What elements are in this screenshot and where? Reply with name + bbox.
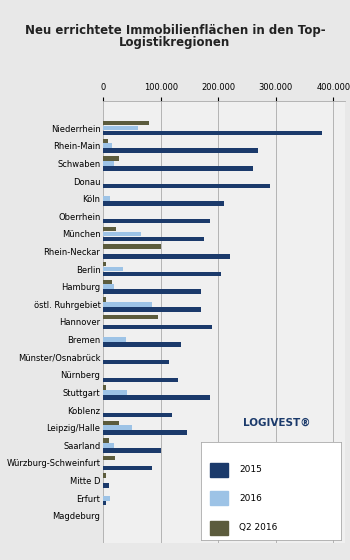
Bar [103, 143, 112, 148]
Bar [103, 219, 210, 223]
Bar [103, 279, 112, 284]
Bar [103, 302, 152, 307]
Bar [103, 315, 158, 319]
Bar [103, 254, 230, 259]
Bar [103, 166, 253, 171]
Bar [103, 262, 106, 267]
Bar [103, 431, 187, 435]
Bar [210, 463, 228, 477]
Bar [103, 483, 109, 488]
Bar [103, 360, 169, 365]
Bar [210, 521, 228, 534]
Bar [210, 492, 228, 505]
Text: LOGIVEST®: LOGIVEST® [243, 418, 310, 428]
Text: Logistikregionen: Logistikregionen [119, 36, 231, 49]
Text: 2016: 2016 [239, 494, 262, 503]
Bar [103, 413, 172, 417]
Bar [103, 456, 115, 460]
Bar [103, 272, 221, 276]
Bar [103, 395, 210, 400]
Bar [103, 377, 178, 382]
Bar [103, 421, 119, 425]
Bar [103, 197, 110, 201]
Bar [103, 501, 106, 506]
Bar [103, 161, 114, 166]
Bar [103, 156, 119, 161]
Bar [103, 184, 270, 188]
Bar [103, 342, 181, 347]
Bar [103, 232, 141, 236]
Bar [103, 201, 224, 206]
Bar [103, 131, 322, 136]
Bar [103, 236, 204, 241]
Bar [103, 337, 126, 342]
Text: 2015: 2015 [239, 465, 262, 474]
Bar [103, 138, 108, 143]
Bar [103, 426, 132, 430]
Bar [103, 126, 138, 130]
Bar [103, 448, 161, 452]
Bar [103, 297, 106, 302]
Bar [103, 290, 201, 294]
Bar [103, 325, 212, 329]
Bar [103, 148, 259, 153]
Bar [103, 385, 106, 390]
Bar [103, 307, 201, 311]
Bar [103, 496, 110, 501]
Bar [103, 267, 123, 272]
Bar [103, 244, 161, 249]
Bar [103, 438, 109, 443]
Bar [103, 121, 149, 125]
Text: Q2 2016: Q2 2016 [239, 523, 278, 532]
Bar [103, 390, 127, 395]
Bar [103, 227, 116, 231]
Bar [103, 473, 106, 478]
Text: Neu errichtete Immobilienflächen in den Top-: Neu errichtete Immobilienflächen in den … [25, 24, 325, 37]
Bar [103, 443, 114, 447]
Bar [103, 284, 114, 289]
Bar [103, 465, 152, 470]
